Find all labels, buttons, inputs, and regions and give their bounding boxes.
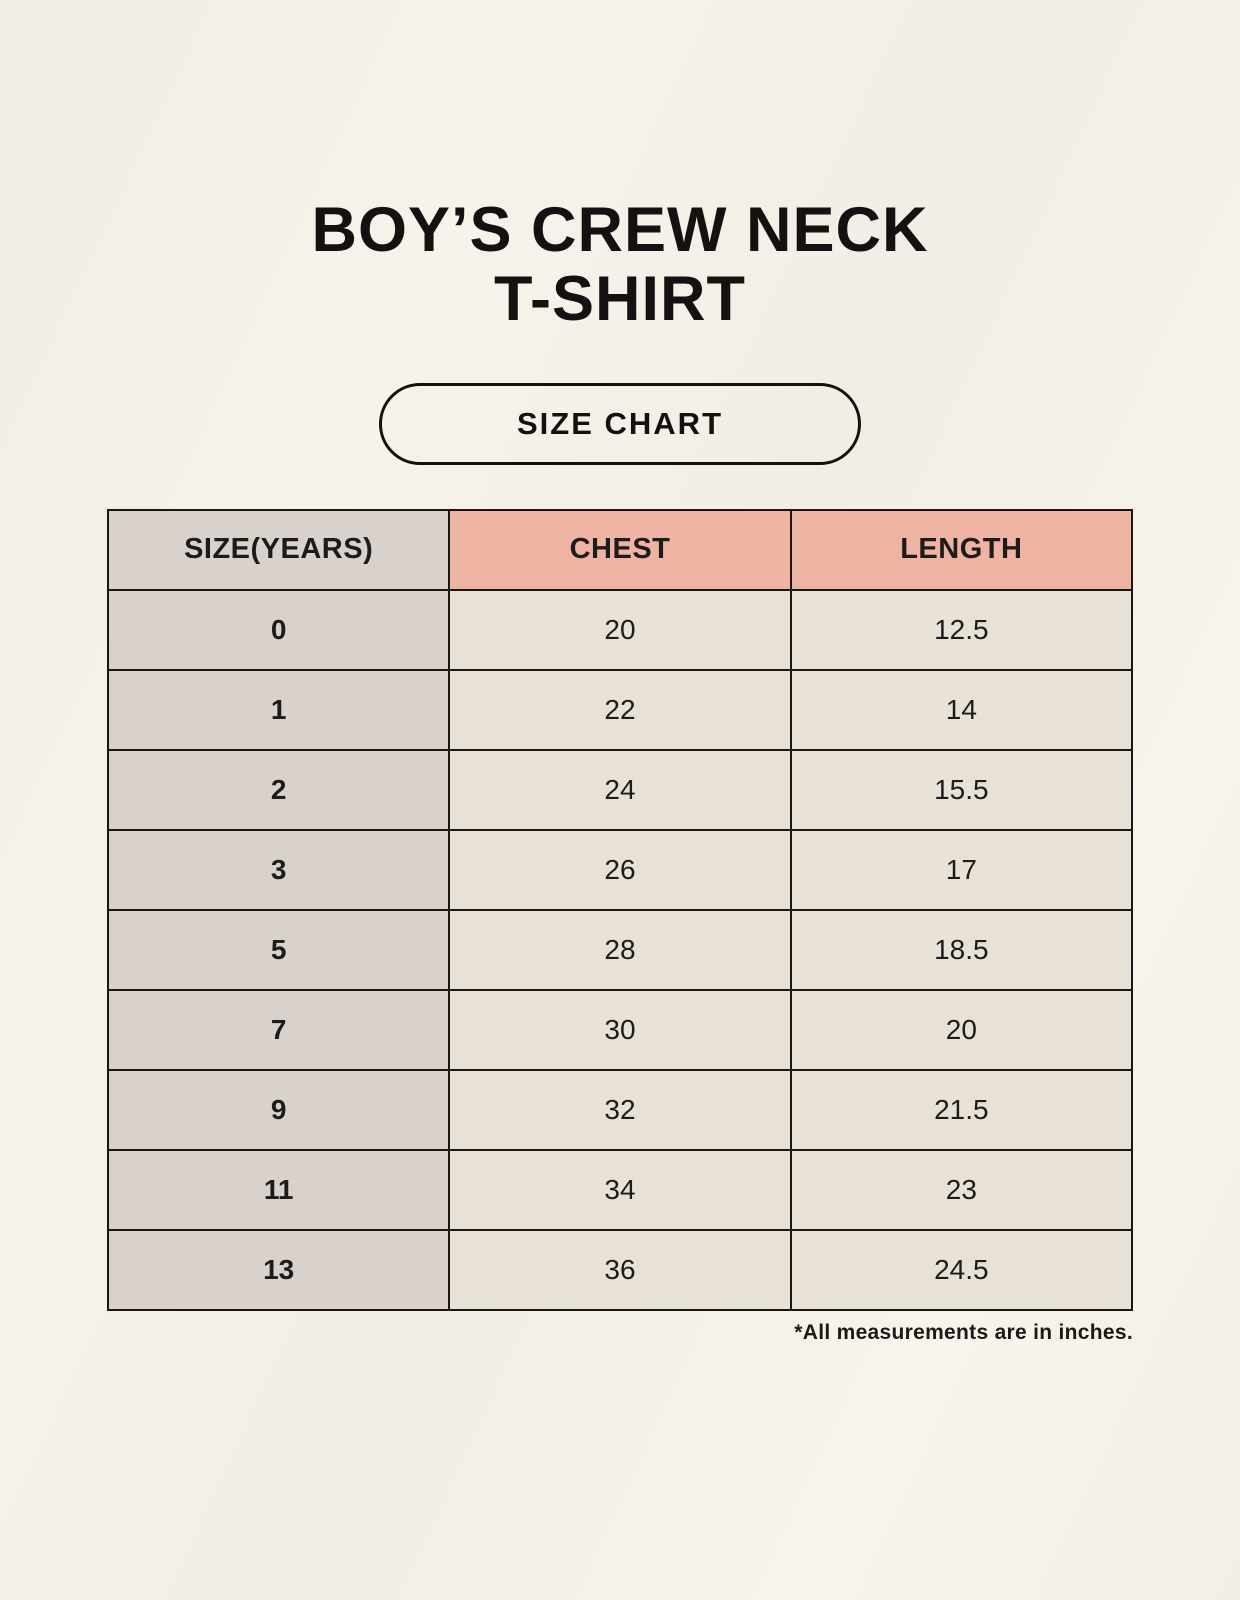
size-years-cell: 1 bbox=[106, 668, 451, 751]
column-header-chest: CHEST bbox=[448, 508, 792, 591]
header-row: SIZE(YEARS) CHEST LENGTH bbox=[106, 508, 1134, 591]
chest-cell: 28 bbox=[448, 908, 792, 991]
table-row: 5 28 18.5 bbox=[106, 908, 1134, 991]
size-table-body: 0 20 12.5 1 22 14 2 24 15.5 3 26 17 5 28 18.5 7 30 20 9 32 2… bbox=[106, 588, 1134, 1311]
measurement-note: *All measurements are in inches. bbox=[794, 1320, 1133, 1344]
size-years-cell: 13 bbox=[106, 1228, 451, 1311]
chest-cell: 32 bbox=[448, 1068, 792, 1151]
chest-cell: 36 bbox=[448, 1228, 792, 1311]
table-row: 0 20 12.5 bbox=[106, 588, 1134, 671]
length-cell: 12.5 bbox=[789, 588, 1134, 671]
page-title-line2: T-SHIRT bbox=[494, 264, 746, 335]
length-cell: 14 bbox=[789, 668, 1134, 751]
chest-cell: 34 bbox=[448, 1148, 792, 1231]
size-table-header: SIZE(YEARS) CHEST LENGTH bbox=[106, 508, 1134, 591]
table-row: 1 22 14 bbox=[106, 668, 1134, 751]
length-cell: 24.5 bbox=[789, 1228, 1134, 1311]
length-cell: 15.5 bbox=[789, 748, 1134, 831]
size-years-cell: 5 bbox=[106, 908, 451, 991]
length-cell: 21.5 bbox=[789, 1068, 1134, 1151]
length-cell: 23 bbox=[789, 1148, 1134, 1231]
size-table: SIZE(YEARS) CHEST LENGTH 0 20 12.5 1 22 14 2 24… bbox=[106, 508, 1134, 1311]
chest-cell: 20 bbox=[448, 588, 792, 671]
column-header-length: LENGTH bbox=[789, 508, 1134, 591]
length-cell: 18.5 bbox=[789, 908, 1134, 991]
length-cell: 20 bbox=[789, 988, 1134, 1071]
length-cell: 17 bbox=[789, 828, 1134, 911]
size-years-cell: 7 bbox=[106, 988, 451, 1071]
page-title: BOY’S CREW NECK T-SHIRT bbox=[0, 0, 1240, 335]
chest-cell: 24 bbox=[448, 748, 792, 831]
size-years-cell: 2 bbox=[106, 748, 451, 831]
page-title-line1: BOY’S CREW NECK bbox=[311, 195, 929, 265]
size-chart-badge-label: SIZE CHART bbox=[517, 405, 723, 441]
size-years-cell: 3 bbox=[106, 828, 451, 911]
size-chart-badge: SIZE CHART bbox=[379, 382, 861, 465]
size-years-cell: 11 bbox=[106, 1148, 451, 1231]
table-row: 7 30 20 bbox=[106, 988, 1134, 1071]
table-row: 13 36 24.5 bbox=[106, 1228, 1134, 1311]
size-years-cell: 9 bbox=[106, 1068, 451, 1151]
table-row: 11 34 23 bbox=[106, 1148, 1134, 1231]
chest-cell: 22 bbox=[448, 668, 792, 751]
column-header-size-years: SIZE(YEARS) bbox=[106, 508, 451, 591]
size-years-cell: 0 bbox=[106, 588, 451, 671]
table-row: 9 32 21.5 bbox=[106, 1068, 1134, 1151]
chest-cell: 26 bbox=[448, 828, 792, 911]
table-row: 2 24 15.5 bbox=[106, 748, 1134, 831]
table-row: 3 26 17 bbox=[106, 828, 1134, 911]
chest-cell: 30 bbox=[448, 988, 792, 1071]
